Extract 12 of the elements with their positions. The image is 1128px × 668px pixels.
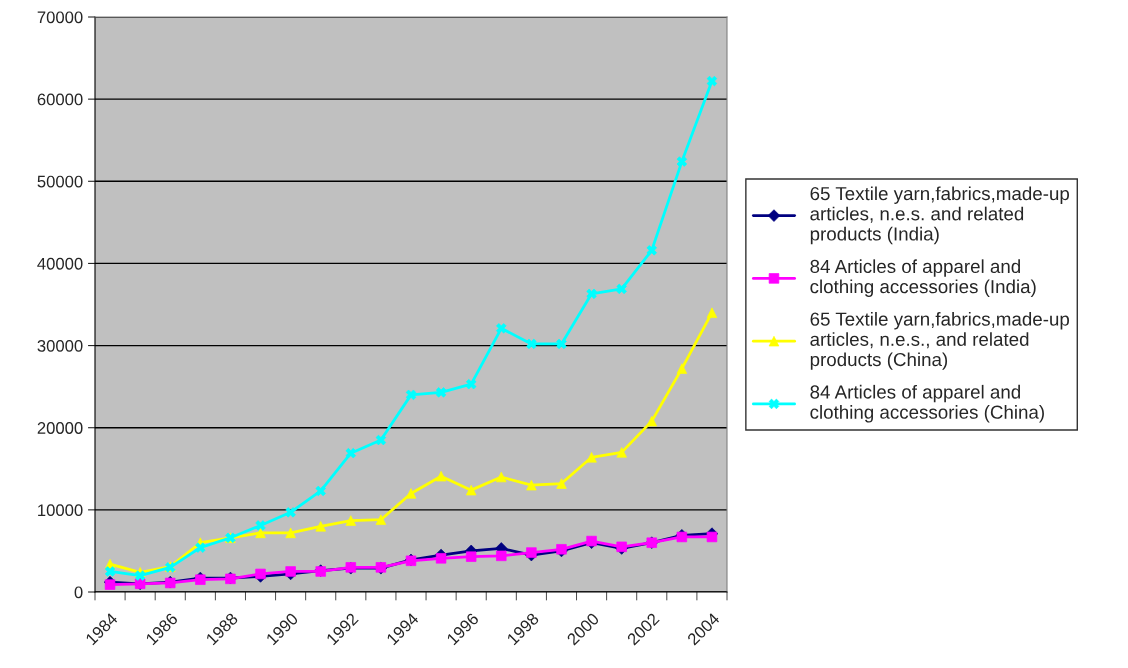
y-tick-label: 30000 xyxy=(37,339,83,352)
y-tick-label: 10000 xyxy=(38,504,83,517)
y-tick-label: 60000 xyxy=(37,93,83,106)
y-tick-label: 40000 xyxy=(37,257,83,270)
y-tick-label: 50000 xyxy=(37,175,83,188)
y-tick-label: 0 xyxy=(74,586,83,599)
y-tick-label: 20000 xyxy=(37,422,83,434)
legend-label: 65 Textile yarn,fabrics,made-up articles, n.e.s., and related products (China) xyxy=(810,312,1070,370)
y-tick-label: 70000 xyxy=(37,11,83,24)
legend-label: 84 Articles of apparel and clothing accessories (India) xyxy=(810,259,1036,297)
legend-label: 84 Articles of apparel and clothing accessories (China) xyxy=(810,384,1044,423)
legend-label: 65 Textile yarn,fabrics,made-up articles, n.e.s. and related products (India) xyxy=(810,186,1070,245)
